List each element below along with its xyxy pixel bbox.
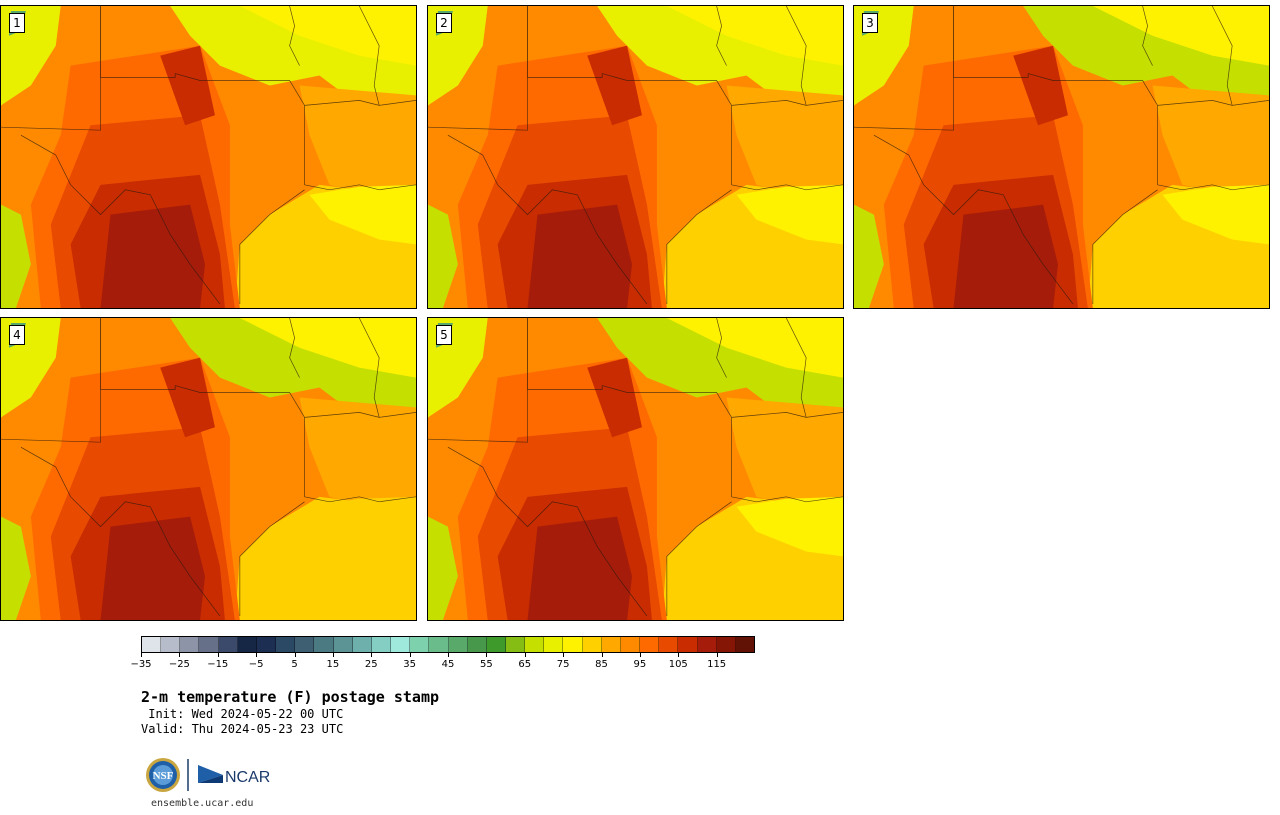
temperature-colorbar	[141, 636, 755, 653]
panel-number-label: 3	[862, 13, 878, 33]
colorbar-segment	[295, 637, 315, 652]
colorbar-segment	[697, 637, 717, 652]
colorbar-segment	[276, 637, 296, 652]
init-time: Init: Wed 2024-05-22 00 UTC	[141, 707, 344, 721]
colorbar-segment	[678, 637, 698, 652]
colorbar-segment	[640, 637, 660, 652]
ensemble-member-panel-3: 3	[853, 5, 1270, 309]
colorbar-tick	[524, 653, 526, 657]
colorbar-segment	[563, 637, 583, 652]
colorbar-tick	[371, 653, 373, 657]
svg-text:NCAR: NCAR	[225, 769, 270, 786]
colorbar-tick-label: 105	[668, 659, 688, 670]
colorbar-tick	[601, 653, 603, 657]
nsf-seal-icon: NSF	[146, 758, 180, 792]
nsf-ncar-logo: NSF NCAR	[145, 757, 275, 793]
colorbar-segment	[505, 637, 526, 652]
colorbar-tick	[448, 653, 449, 657]
colorbar-segment	[410, 637, 430, 652]
colorbar-segment	[218, 637, 238, 652]
colorbar-segment	[659, 637, 679, 652]
source-url: ensemble.ucar.edu	[151, 798, 254, 809]
colorbar-tick	[179, 653, 181, 657]
colorbar-segment	[333, 637, 353, 652]
colorbar-tick-label: 5	[291, 659, 298, 670]
colorbar-tick	[256, 653, 258, 657]
colorbar-tick	[409, 653, 411, 657]
colorbar-segment	[467, 637, 487, 652]
colorbar-segment	[371, 637, 392, 652]
ensemble-member-panel-2: 2	[427, 5, 844, 309]
panel-number-label: 4	[9, 325, 25, 345]
colorbar-segment	[161, 637, 181, 652]
colorbar-tick-label: −15	[207, 659, 229, 670]
colorbar-segment	[180, 637, 200, 652]
colorbar-tick-label: 55	[480, 659, 493, 670]
colorbar-tick	[217, 653, 219, 657]
colorbar-tick	[639, 653, 641, 657]
colorbar-tick-label: 95	[633, 659, 647, 670]
ensemble-member-panel-5: 5	[427, 317, 844, 621]
colorbar-segment	[486, 637, 506, 652]
colorbar-tick-label: 65	[518, 659, 532, 670]
colorbar-segment	[199, 637, 219, 652]
colorbar-segment	[256, 637, 277, 652]
colorbar-segment	[429, 637, 449, 652]
colorbar-tick-labels: −35 −25 −15 −5 5 15 25 35 45 55 65 75 85 95 105 115	[130, 653, 755, 673]
colorbar-segment	[352, 637, 372, 652]
colorbar-tick	[486, 653, 488, 657]
colorbar-tick-label: −5	[248, 659, 264, 670]
ncar-logo-icon: NCAR	[198, 765, 270, 786]
colorbar-segment	[391, 637, 411, 652]
colorbar-segment	[601, 637, 621, 652]
colorbar-tick-label: 45	[441, 659, 455, 670]
panel-number-label: 2	[436, 13, 452, 33]
colorbar-segment	[314, 637, 334, 652]
colorbar-tick-label: 75	[556, 659, 570, 670]
colorbar-segment	[620, 637, 641, 652]
figure-title: 2-m temperature (F) postage stamp	[141, 688, 440, 706]
colorbar-tick-label: −25	[168, 659, 190, 670]
colorbar-tick-label: 15	[326, 659, 340, 670]
colorbar-tick-label: 85	[595, 659, 608, 670]
colorbar-tick	[332, 653, 334, 657]
colorbar-tick-label: −35	[130, 659, 152, 670]
colorbar-segment	[735, 637, 754, 652]
colorbar-segment	[582, 637, 602, 652]
colorbar-segment	[544, 637, 564, 652]
colorbar-tick	[563, 653, 565, 657]
ensemble-member-panel-1: 1	[0, 5, 417, 309]
colorbar-tick-label: 115	[707, 659, 727, 670]
colorbar-tick-label: 25	[364, 659, 378, 670]
colorbar-tick	[294, 653, 296, 657]
colorbar-segment	[716, 637, 736, 652]
colorbar-segment	[237, 637, 257, 652]
panel-number-label: 1	[9, 13, 25, 33]
colorbar-tick-label: 35	[403, 659, 416, 670]
colorbar-tick	[141, 653, 142, 657]
valid-time: Valid: Thu 2024-05-23 23 UTC	[141, 722, 344, 736]
panel-number-label: 5	[436, 325, 452, 345]
colorbar-segment	[142, 637, 162, 652]
svg-text:NSF: NSF	[153, 770, 174, 782]
ensemble-member-panel-4: 4	[0, 317, 417, 621]
colorbar-tick	[678, 653, 680, 657]
colorbar-segment	[448, 637, 468, 652]
colorbar-tick	[716, 653, 718, 657]
colorbar-segment	[525, 637, 545, 652]
